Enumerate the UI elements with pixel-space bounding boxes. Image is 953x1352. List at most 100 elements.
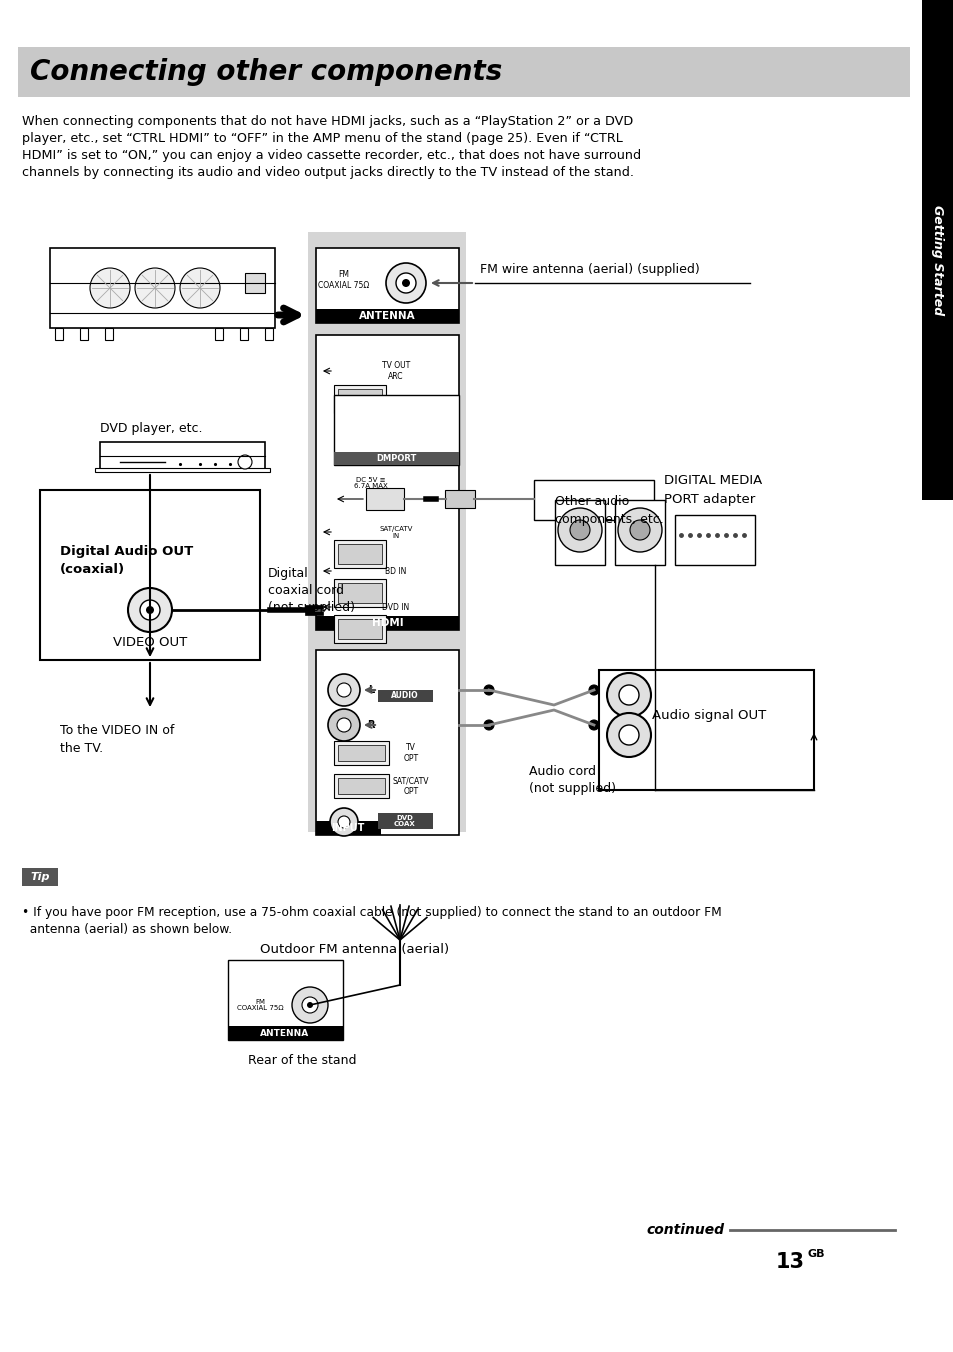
Text: DVD player, etc.: DVD player, etc. xyxy=(100,422,202,435)
Circle shape xyxy=(336,683,351,698)
Text: Outdoor FM antenna (aerial): Outdoor FM antenna (aerial) xyxy=(260,944,449,956)
Circle shape xyxy=(180,268,220,308)
Bar xyxy=(265,329,273,339)
Bar xyxy=(615,500,664,565)
Bar xyxy=(337,777,385,794)
Text: DVD
COAX: DVD COAX xyxy=(394,814,416,827)
Bar xyxy=(305,604,323,615)
Bar xyxy=(55,329,63,339)
Circle shape xyxy=(569,521,589,539)
Bar xyxy=(334,579,386,607)
Text: FM
COAXIAL 75Ω: FM COAXIAL 75Ω xyxy=(318,270,369,289)
Circle shape xyxy=(606,673,650,717)
Text: AUDIO: AUDIO xyxy=(391,691,418,700)
Bar xyxy=(315,335,458,630)
Text: ANTENNA: ANTENNA xyxy=(359,311,416,320)
Circle shape xyxy=(395,273,416,293)
Circle shape xyxy=(618,508,661,552)
Bar xyxy=(80,329,88,339)
Bar xyxy=(334,452,458,465)
Text: FM wire antenna (aerial) (supplied): FM wire antenna (aerial) (supplied) xyxy=(479,264,699,277)
Bar xyxy=(598,671,813,790)
Text: channels by connecting its audio and video output jacks directly to the TV inste: channels by connecting its audio and vid… xyxy=(22,166,634,178)
Text: DMPORT: DMPORT xyxy=(375,454,416,462)
Text: VIDEO OUT: VIDEO OUT xyxy=(112,635,187,649)
Text: BD IN: BD IN xyxy=(385,568,406,576)
Circle shape xyxy=(135,268,174,308)
Bar xyxy=(50,247,274,329)
Text: Rear of the stand: Rear of the stand xyxy=(248,1053,356,1067)
Text: Digital Audio OUT
(coaxial): Digital Audio OUT (coaxial) xyxy=(60,545,193,576)
Bar xyxy=(337,544,381,564)
Circle shape xyxy=(237,456,252,469)
Circle shape xyxy=(337,817,350,827)
Bar xyxy=(22,868,58,886)
Bar xyxy=(334,539,386,568)
Bar xyxy=(95,468,270,472)
Circle shape xyxy=(302,996,317,1013)
Bar xyxy=(334,395,458,465)
Bar xyxy=(228,1026,343,1040)
Bar xyxy=(315,617,458,630)
Text: 13: 13 xyxy=(775,1252,803,1272)
Bar xyxy=(18,47,909,97)
Text: player, etc., set “CTRL HDMI” to “OFF” in the AMP menu of the stand (page 25). E: player, etc., set “CTRL HDMI” to “OFF” i… xyxy=(22,132,622,145)
Circle shape xyxy=(483,721,494,730)
Circle shape xyxy=(328,708,359,741)
Circle shape xyxy=(618,725,639,745)
Bar xyxy=(334,741,389,765)
Text: Getting Started: Getting Started xyxy=(930,206,943,315)
Bar xyxy=(308,233,465,831)
Bar xyxy=(377,690,433,702)
Circle shape xyxy=(330,808,357,836)
Text: SAT/CATV
OPT: SAT/CATV OPT xyxy=(393,776,429,796)
Circle shape xyxy=(336,718,351,731)
Text: Audio cord
(not supplied): Audio cord (not supplied) xyxy=(529,765,616,795)
Circle shape xyxy=(128,588,172,631)
Text: When connecting components that do not have HDMI jacks, such as a “PlayStation 2: When connecting components that do not h… xyxy=(22,115,633,128)
Bar xyxy=(337,745,385,761)
Text: ANTENNA: ANTENNA xyxy=(260,1029,310,1037)
Bar xyxy=(921,0,953,500)
Text: Connecting other components: Connecting other components xyxy=(30,58,501,87)
Text: DIGITAL MEDIA
PORT adapter: DIGITAL MEDIA PORT adapter xyxy=(663,475,761,506)
Text: R: R xyxy=(367,721,375,730)
Circle shape xyxy=(588,721,598,730)
Circle shape xyxy=(307,1002,313,1009)
Circle shape xyxy=(146,606,153,614)
Bar xyxy=(315,310,458,323)
Bar xyxy=(228,960,343,1040)
Text: DC 5V ≡
6.7A MAX: DC 5V ≡ 6.7A MAX xyxy=(354,476,388,489)
Text: Tip: Tip xyxy=(30,872,50,882)
Text: L: L xyxy=(368,685,374,695)
Bar xyxy=(555,500,604,565)
Circle shape xyxy=(140,600,160,621)
Bar xyxy=(105,329,112,339)
Text: • If you have poor FM reception, use a 75-ohm coaxial cable (not supplied) to co: • If you have poor FM reception, use a 7… xyxy=(22,906,721,919)
Bar xyxy=(377,813,433,829)
Text: HDMI” is set to “ON,” you can enjoy a video cassette recorder, etc., that does n: HDMI” is set to “ON,” you can enjoy a vi… xyxy=(22,149,640,162)
Text: GB: GB xyxy=(807,1249,824,1259)
Text: INPUT: INPUT xyxy=(331,823,364,833)
Text: continued: continued xyxy=(645,1224,723,1237)
Circle shape xyxy=(90,268,130,308)
Text: DVD IN: DVD IN xyxy=(382,603,409,611)
Bar xyxy=(337,619,381,639)
Bar xyxy=(315,650,458,836)
Bar xyxy=(315,247,458,323)
Text: Digital
coaxial cord
(not supplied): Digital coaxial cord (not supplied) xyxy=(268,566,355,614)
Circle shape xyxy=(618,685,639,704)
Circle shape xyxy=(606,713,650,757)
Text: FM
COAXIAL 75Ω: FM COAXIAL 75Ω xyxy=(236,999,283,1011)
Text: TV
OPT: TV OPT xyxy=(403,744,418,763)
Bar xyxy=(675,515,754,565)
Bar xyxy=(337,583,381,603)
Circle shape xyxy=(386,264,426,303)
Text: Other audio
components, etc.: Other audio components, etc. xyxy=(555,495,663,526)
Bar xyxy=(240,329,248,339)
Text: antenna (aerial) as shown below.: antenna (aerial) as shown below. xyxy=(22,923,232,936)
Text: To the VIDEO IN of
the TV.: To the VIDEO IN of the TV. xyxy=(60,725,174,756)
Circle shape xyxy=(292,987,328,1023)
Bar xyxy=(334,615,386,644)
Text: Audio signal OUT: Audio signal OUT xyxy=(651,708,765,722)
